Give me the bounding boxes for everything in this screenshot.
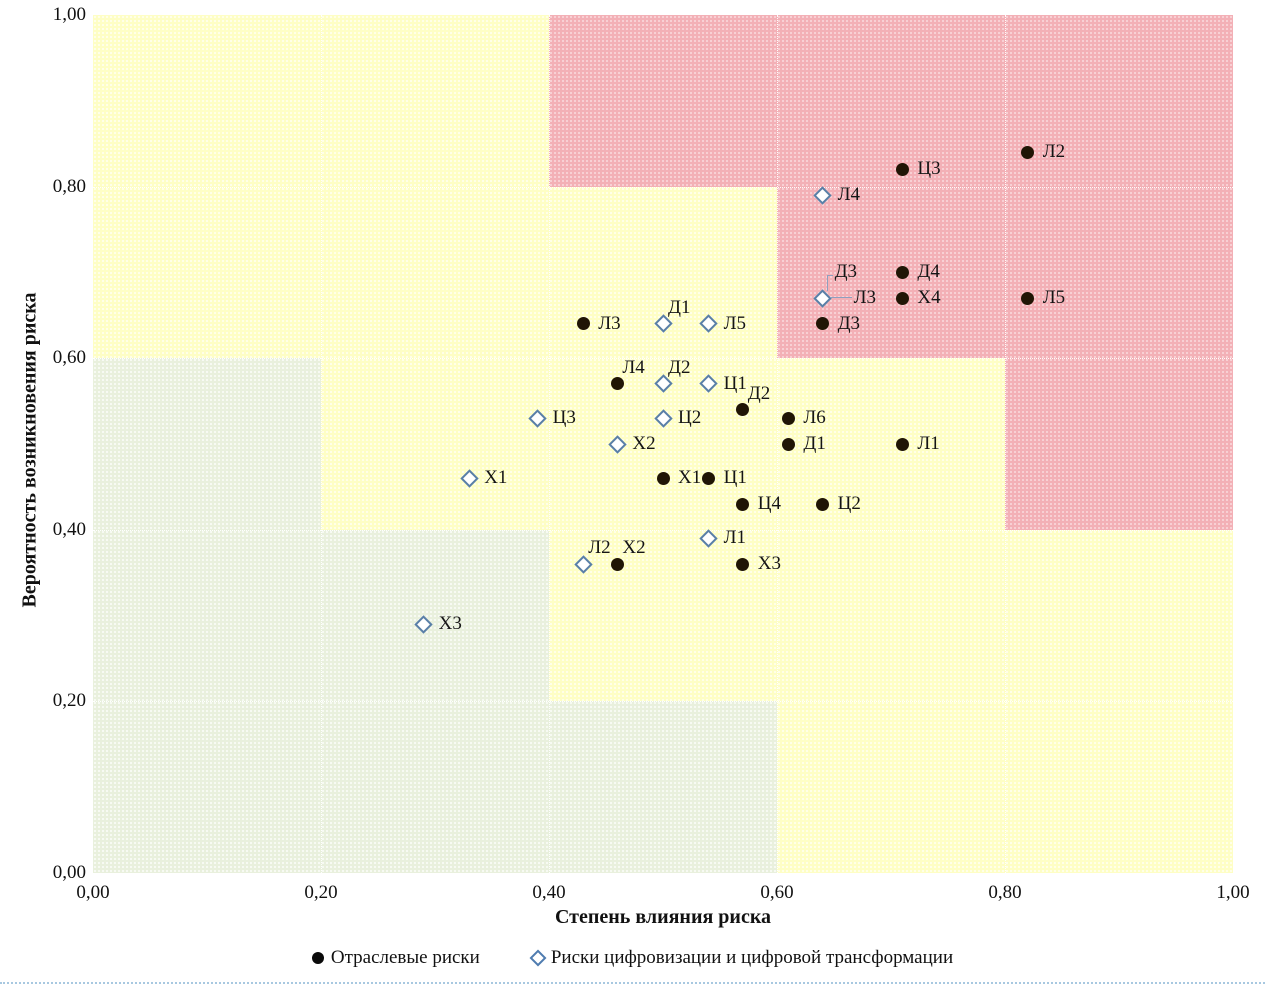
data-point-circle-Л1	[895, 437, 909, 451]
data-point-circle-Д1	[781, 437, 795, 451]
point-label-Л3: Л3	[853, 287, 876, 309]
data-point-circle-Ц4	[736, 497, 750, 511]
risk-zone-medium	[549, 529, 1233, 702]
point-label-Х3: Х3	[757, 553, 782, 575]
x-tick-label: 0,00	[76, 882, 110, 903]
data-point-circle-Ц1	[702, 471, 716, 485]
y-axis-title: Вероятность возникновения риска	[18, 292, 41, 608]
plot-area: Л2 Ц3 Д4 Х4 Л5 Д3 Л3 Л4 Д2 Л6 Д1 Л1 Х1 Ц1 Ц4 Ц2 Х2 Х3 Л4 Д3…	[93, 15, 1233, 873]
data-point-circle-Д4	[895, 265, 909, 279]
point-label-Д3: Д3	[834, 261, 858, 283]
x-tick-label: 1,00	[1216, 882, 1250, 903]
risk-zone-low	[93, 358, 321, 530]
point-label-Ц2: Ц2	[678, 407, 702, 429]
point-label-Х4: Х4	[917, 287, 941, 309]
point-label-Д2: Д2	[747, 382, 771, 404]
callout-line-horizontal	[830, 297, 852, 299]
data-point-circle-Х4	[895, 291, 909, 305]
risk-zone-medium	[777, 701, 1233, 873]
point-label-Д3: Д3	[837, 312, 861, 334]
legend: Отраслевые риски Риски цифровизации и ци…	[0, 947, 1265, 969]
point-label-Ц1: Ц1	[723, 372, 747, 394]
callout-line-vertical	[826, 275, 828, 292]
circle-marker-icon	[311, 952, 324, 964]
legend-item-digital: Риски цифровизации и цифровой трансформа…	[529, 947, 954, 969]
x-axis-title: Степень влияния риска	[554, 906, 772, 928]
y-tick-label: 1,00	[52, 4, 86, 25]
point-label-Ц4: Ц4	[757, 493, 782, 515]
risk-zone-medium	[93, 15, 549, 187]
data-point-circle-Ц2	[816, 497, 830, 511]
data-point-circle-Л6	[781, 411, 795, 425]
point-label-Х3: Х3	[438, 613, 462, 635]
legend-item-industry: Отраслевые риски	[311, 947, 480, 969]
risk-zone-medium	[93, 186, 777, 359]
x-tick-label: 0,40	[532, 882, 566, 903]
legend-label: Риски цифровизации и цифровой трансформа…	[550, 947, 954, 968]
point-label-Ц3: Ц3	[917, 158, 941, 180]
point-label-Л2: Л2	[1042, 141, 1066, 163]
bottom-dotted-rule	[0, 982, 1265, 984]
risk-zone-low	[93, 701, 777, 873]
risk-zone-high	[1005, 358, 1233, 530]
risk-zone-high	[549, 15, 1233, 187]
data-point-circle-Л4	[610, 377, 624, 391]
point-label-Л1: Л1	[917, 433, 940, 454]
point-label-Х1: Х1	[484, 467, 508, 489]
data-point-circle-Д3	[816, 317, 830, 331]
x-tick-label: 0,60	[760, 882, 794, 903]
y-tick-label: 0,20	[52, 690, 86, 712]
data-point-circle-Д2	[736, 403, 750, 417]
point-label-Л5: Л5	[723, 312, 746, 334]
point-label-Д4: Д4	[917, 261, 940, 283]
point-label-Д2: Д2	[668, 356, 691, 378]
point-label-Д1: Д1	[803, 433, 826, 454]
point-label-Л1: Л1	[723, 527, 746, 549]
diamond-marker-icon	[529, 949, 547, 967]
point-label-Ц3: Ц3	[552, 407, 576, 429]
data-point-circle-Л3	[576, 317, 590, 331]
point-label-Л5: Л5	[1042, 287, 1066, 309]
x-tick-label: 0,80	[988, 882, 1022, 903]
point-label-Х2: Х2	[622, 537, 646, 559]
callout-line-tick	[826, 275, 833, 277]
data-point-circle-Х1	[656, 471, 670, 485]
y-tick-label: 0,00	[52, 862, 86, 883]
data-point-circle-Х2	[610, 557, 624, 571]
y-tick-label: 0,60	[52, 347, 86, 369]
point-label-Л2: Л2	[588, 537, 611, 559]
data-point-circle-Л5	[1021, 291, 1035, 305]
point-label-Х1: Х1	[678, 467, 702, 489]
data-point-circle-Л2	[1021, 145, 1035, 159]
point-label-Ц2: Ц2	[837, 493, 861, 515]
point-label-Ц1: Ц1	[723, 467, 747, 489]
data-point-circle-Ц3	[895, 162, 909, 176]
point-label-Л4: Л4	[837, 184, 860, 206]
y-tick-label: 0,40	[52, 518, 86, 540]
point-label-Л3: Л3	[598, 312, 621, 334]
x-tick-label: 0,20	[304, 882, 338, 903]
data-point-circle-Х3	[736, 557, 750, 571]
legend-label: Отраслевые риски	[330, 947, 480, 968]
point-label-Х2: Х2	[632, 433, 656, 454]
risk-zone-low	[93, 529, 549, 702]
point-label-Д1: Д1	[668, 296, 691, 318]
point-label-Л4: Л4	[622, 356, 645, 378]
y-tick-label: 0,80	[52, 175, 86, 197]
point-label-Л6: Л6	[803, 407, 826, 429]
